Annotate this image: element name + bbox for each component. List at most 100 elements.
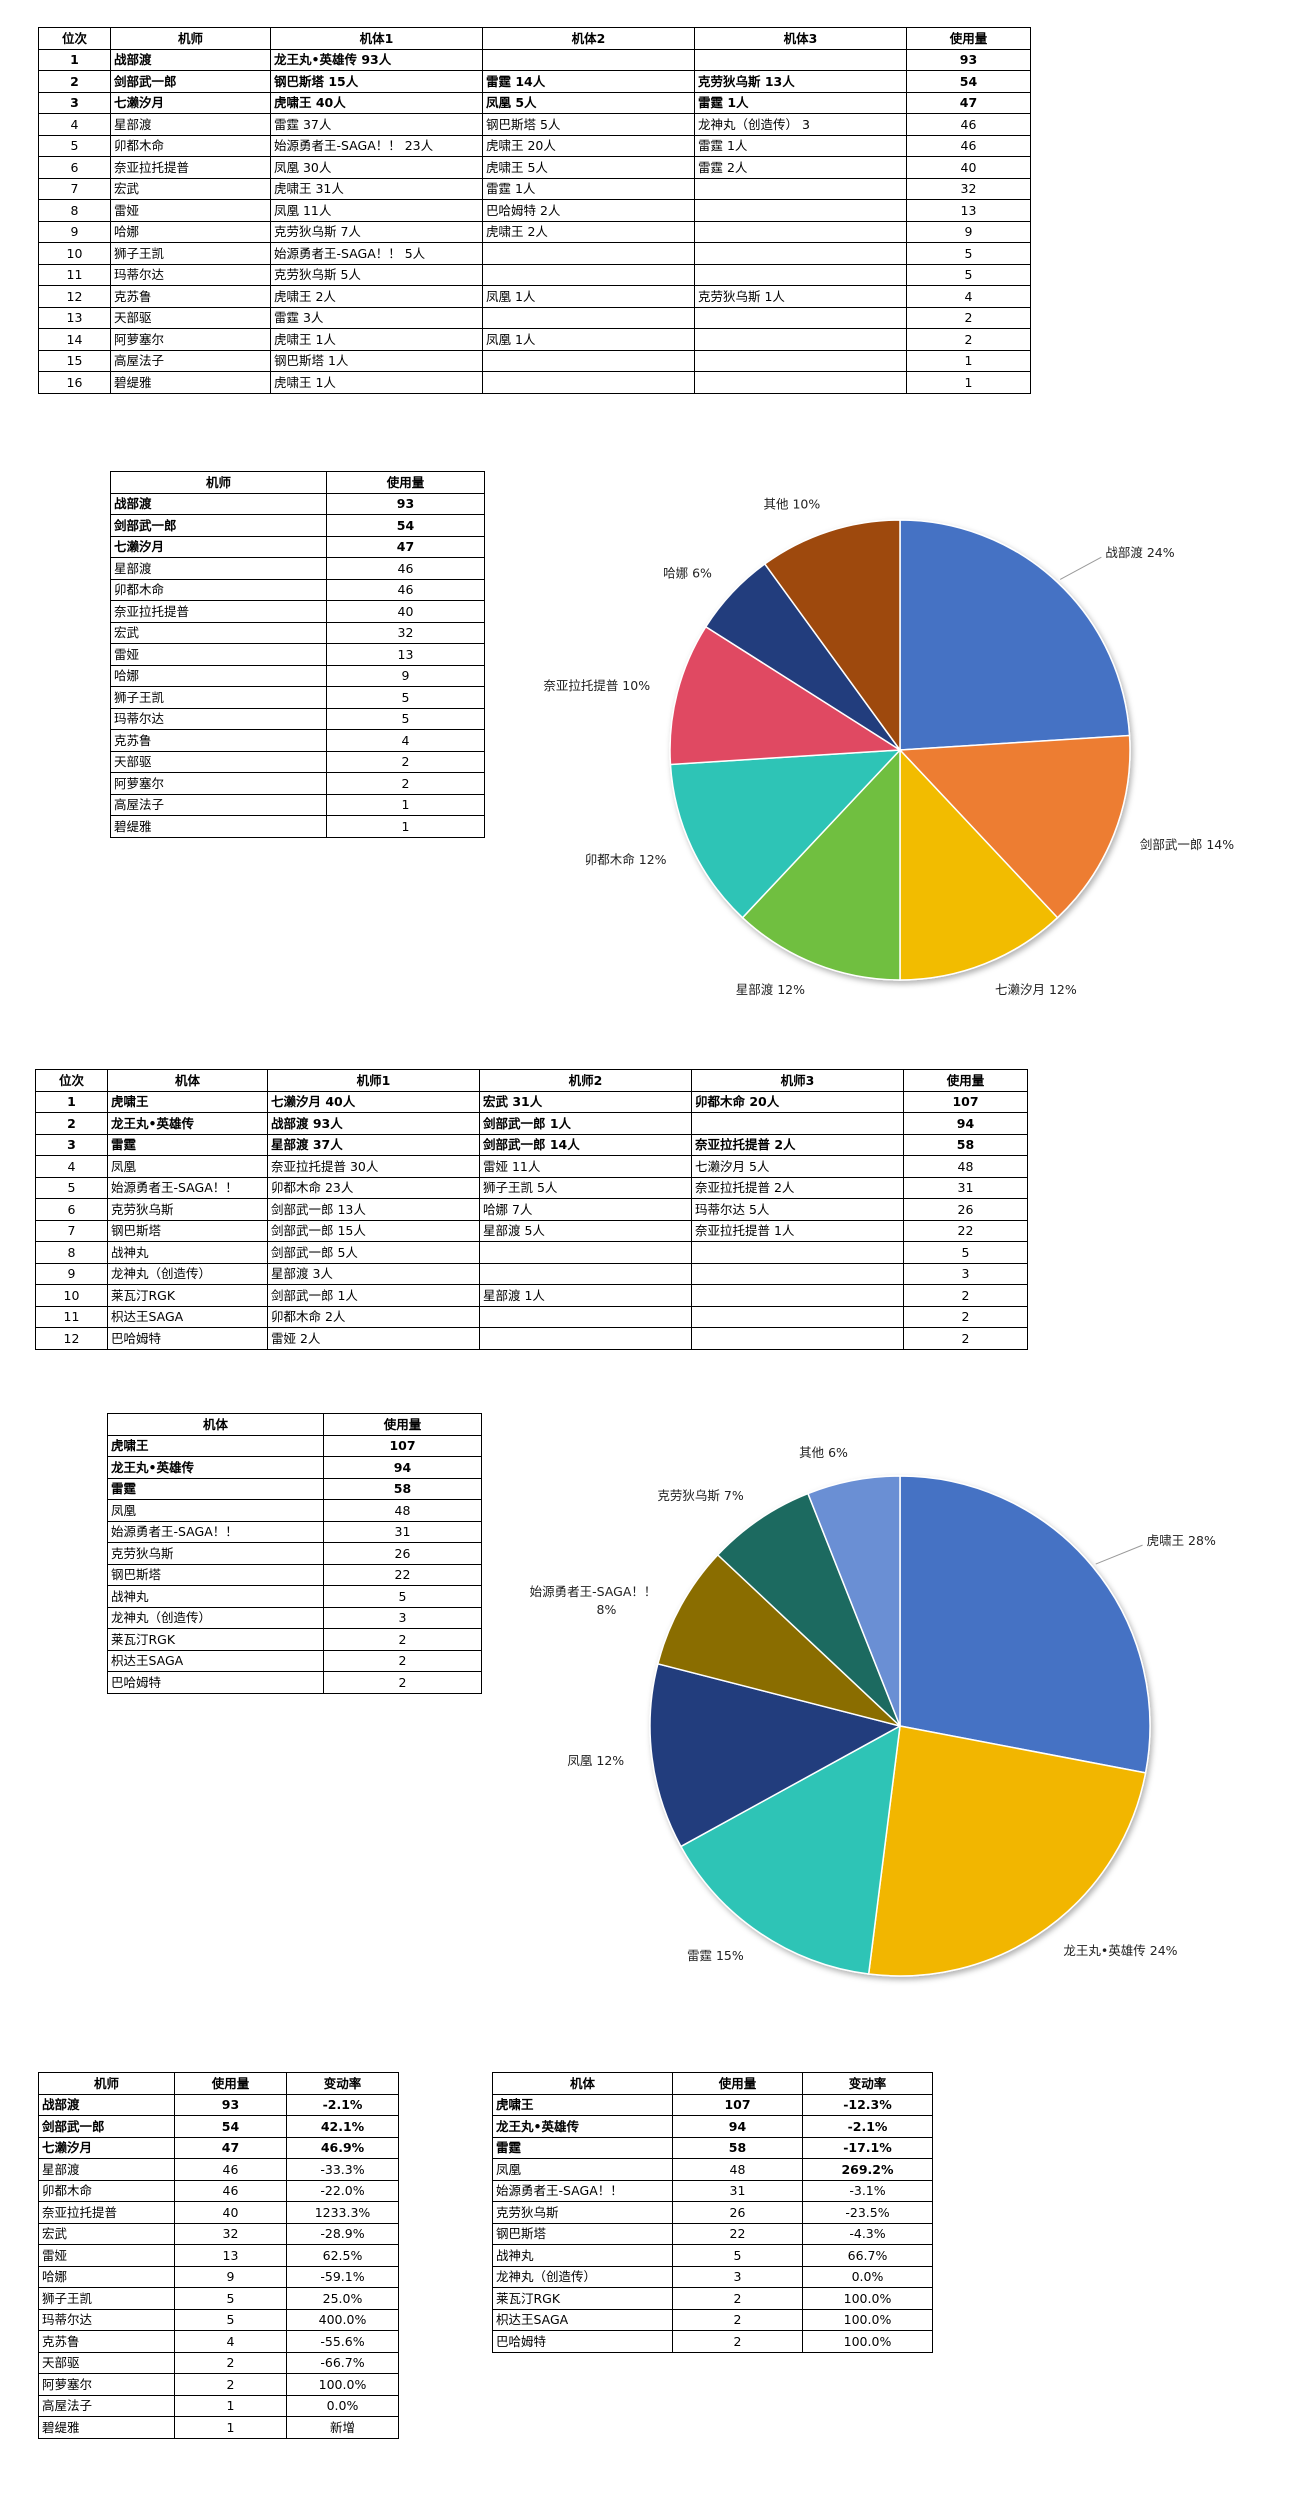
column-header: 使用量 [174,2072,287,2095]
cell-name: 龙王丸•英雄传 [492,2115,673,2138]
cell-count: 2 [903,1305,1028,1328]
cell-count: 2 [326,750,485,773]
table-row: 钢巴斯塔 22 [107,1563,482,1586]
cell-name: 碧缇雅 [110,815,327,838]
cell-count: 48 [903,1155,1028,1178]
pie-label: 哈娜 6% [663,565,712,580]
table-row: 5 卯都木命 始源勇者王-SAGA！！ 23人 虎啸王 20人 雷霆 1人 46 [38,134,1031,157]
table-row: 碧缇雅 1 [110,815,485,838]
cell-name: 雷娅 [110,643,327,666]
cell-m3 [691,1305,904,1328]
table-row: 雷娅 13 62.5% [38,2244,399,2267]
cell-name: 星部渡 [110,557,327,580]
pie-slice [898,734,1131,919]
mech-change-rate-table: 机体 使用量 变动率 虎啸王 107 -12.3% 龙王丸•英雄传 94 -2.1% 雷霆 58-… [492,2072,933,2353]
cell-m1: 虎啸王 1人 [270,328,483,351]
table-row: 星部渡 46 -33.3% [38,2158,399,2181]
cell-m3 [694,263,907,286]
cell-name: 玛蒂尔达 [38,2308,175,2331]
table-row: 11 玛蒂尔达 克劳狄乌斯 5人 5 [38,263,1031,286]
cell-count: 3 [323,1606,482,1629]
cell-m2: 凤凰 1人 [482,285,695,308]
cell-name: 奈亚拉托提普 [38,2201,175,2224]
cell-name: 龙王丸•英雄传 [107,1112,268,1135]
cell-count: 13 [326,643,485,666]
cell-rate: -59.1% [286,2265,399,2288]
cell-name: 宏武 [38,2222,175,2245]
cell-m2: 虎啸王 5人 [482,156,695,179]
cell-name: 战神丸 [492,2244,673,2267]
cell-rate: -22.0% [286,2179,399,2202]
cell-name: 碧缇雅 [110,371,271,394]
column-header: 机师2 [479,1069,692,1092]
cell-m3 [694,199,907,222]
table-row: 狮子王凯 5 25.0% [38,2287,399,2310]
cell-count: 31 [323,1520,482,1543]
table-row: 9 哈娜 克劳狄乌斯 7人 虎啸王 2人 9 [38,220,1031,243]
cell-rank: 7 [35,1219,108,1242]
table-row: 巴哈姆特 2 [107,1671,482,1694]
cell-rank: 14 [38,328,111,351]
pie-slice [763,519,901,753]
cell-count: 2 [906,306,1031,329]
cell-count: 1 [906,349,1031,372]
cell-m1: 虎啸王 40人 [270,91,483,114]
cell-m2 [482,371,695,394]
table-row: 克劳狄乌斯 26 [107,1542,482,1565]
cell-m1: 始源勇者王-SAGA！！ 5人 [270,242,483,265]
cell-m3 [694,328,907,351]
cell-rank: 5 [35,1176,108,1199]
pie-label: 其他 10% [764,497,821,512]
cell-name: 狮子王凯 [110,242,271,265]
cell-rank: 8 [38,199,111,222]
cell-m3: 雷霆 1人 [694,91,907,114]
table-row: 8 雷娅 凤凰 11人 巴哈姆特 2人 13 [38,199,1031,222]
cell-m2: 虎啸王 20人 [482,134,695,157]
cell-m1: 虎啸王 2人 [270,285,483,308]
cell-m2: 雷娅 11人 [479,1155,692,1178]
table-row: 雷霆 58 -17.1% [492,2136,933,2159]
table-row: 2 剑部武一郎 钢巴斯塔 15人 雷霆 14人 克劳狄乌斯 13人 54 [38,70,1031,93]
pie-slice [669,625,903,766]
cell-name: 雷霆 [107,1477,324,1500]
cell-rate: 100.0% [286,2373,399,2396]
cell-m2: 雷霆 14人 [482,70,695,93]
cell-m2: 雷霆 1人 [482,177,695,200]
cell-name: 雷娅 [38,2244,175,2267]
table-row: 狮子王凯 5 [110,686,485,709]
cell-count: 46 [906,134,1031,157]
cell-rank: 11 [38,263,111,286]
cell-count: 2 [326,772,485,795]
cell-rate: 42.1% [286,2115,399,2138]
cell-count: 26 [903,1198,1028,1221]
cell-count: 22 [672,2222,803,2245]
cell-name: 天部驱 [110,750,327,773]
cell-count: 93 [906,48,1031,71]
table-row: 9 龙神丸（创造传） 星部渡 3人 3 [35,1262,1028,1285]
table-row: 龙王丸•英雄传 94 [107,1456,482,1479]
cell-m3: 克劳狄乌斯 1人 [694,285,907,308]
cell-name: 哈娜 [38,2265,175,2288]
cell-count: 93 [174,2093,287,2116]
cell-count: 46 [326,578,485,601]
cell-rate: 1233.3% [286,2201,399,2224]
cell-rate: 400.0% [286,2308,399,2331]
cell-rank: 10 [35,1284,108,1307]
cell-m1: 钢巴斯塔 1人 [270,349,483,372]
table-row: 卯都木命 46 -22.0% [38,2179,399,2202]
cell-count: 46 [174,2158,287,2181]
cell-name: 战部渡 [38,2093,175,2116]
pilot-usage-pie-chart: 战部渡 24% 剑部武一郎 14% 七濑汐月 12% 星部渡 12% 卯都木命 12% 奈… [543,497,1234,997]
cell-name: 碧缇雅 [38,2416,175,2439]
cell-count: 47 [906,91,1031,114]
cell-name: 星部渡 [110,113,271,136]
cell-rate: -17.1% [802,2136,933,2159]
pie-label: 虎啸王 28% [1147,1533,1216,1548]
table-header-row: 位次 机师 机体1 机体2 机体3 使用量 [38,27,1031,50]
cell-name: 巴哈姆特 [107,1327,268,1350]
cell-name: 钢巴斯塔 [107,1219,268,1242]
column-header: 使用量 [323,1413,482,1436]
cell-name: 玛蒂尔达 [110,707,327,730]
table-row: 宏武 32 [110,621,485,644]
cell-m1: 奈亚拉托提普 30人 [267,1155,480,1178]
